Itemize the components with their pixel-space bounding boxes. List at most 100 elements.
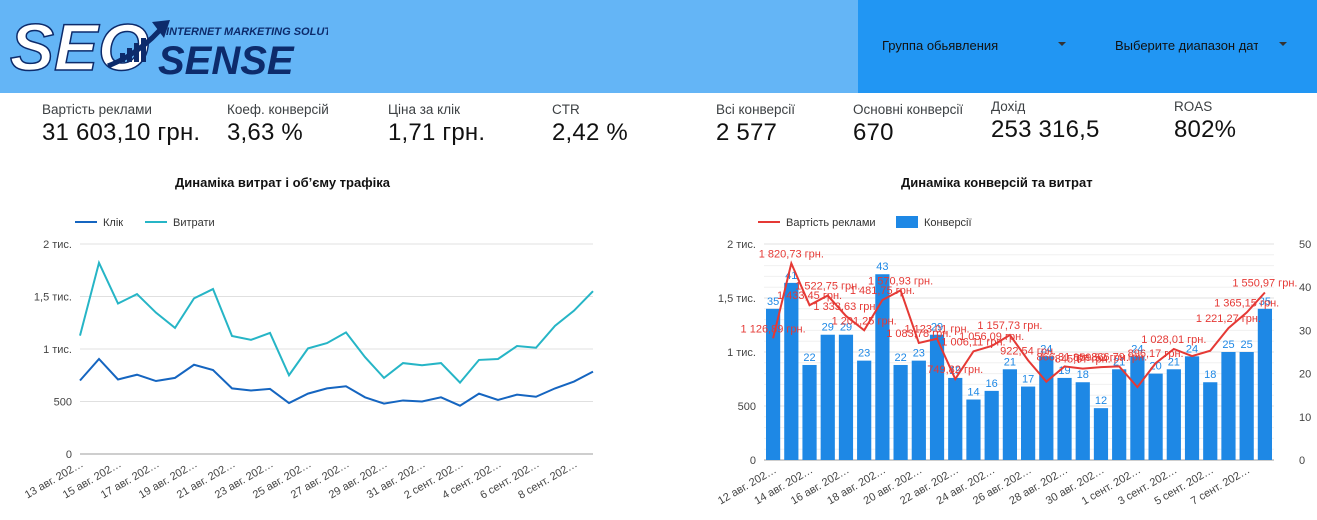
bar-data-label: 22: [894, 352, 906, 364]
kpi-title: Вартість реклами: [42, 102, 152, 117]
line-data-label: 859,52 грн.: [1073, 352, 1129, 364]
bar-data-label: 21: [1168, 356, 1180, 368]
conversion-bar: [1257, 308, 1272, 460]
bar-data-label: 24: [1131, 343, 1143, 355]
line-data-label: 1 365,15 грн.: [1214, 298, 1279, 310]
cost-line: [772, 260, 1266, 389]
kpi-cost-per-click: Ціна за клік 1,71 грн.: [388, 102, 485, 147]
kpi-ad-cost: Вартість реклами 31 603,10 грн.: [42, 102, 200, 147]
line-data-label: 896,17 грн.: [1128, 348, 1184, 360]
bar-data-label: 12: [1095, 395, 1107, 407]
line-data-label: 922,54 грн.: [1000, 345, 1056, 357]
line-data-label: 866,79 грн.: [1091, 351, 1147, 363]
kpi-title: CTR: [552, 102, 580, 117]
kpi-value: 2 577: [716, 119, 778, 146]
kpi-title: Ціна за клік: [388, 102, 460, 117]
bar-data-label: 29: [840, 322, 852, 334]
kpi-all-conversions: Всі конверсії 2 577: [716, 102, 795, 147]
line-data-label: 866,31 грн.: [1037, 351, 1093, 363]
y-left-tick-label: 0: [750, 455, 756, 467]
line-data-label: 1 570,93 грн.: [868, 275, 933, 287]
line-data-label: 1 550,97 грн.: [1232, 277, 1297, 289]
bar-data-label: 18: [1077, 369, 1089, 381]
line-data-label: 1 126,89 грн.: [741, 323, 806, 335]
kpi-conversion-rate: Коеф. конверсій 3,63 %: [227, 102, 329, 147]
bar-data-label: 21: [1113, 356, 1125, 368]
kpi-title: ROAS: [1174, 99, 1213, 114]
y-right-tick-label: 20: [1299, 369, 1311, 381]
series-line-cost: [79, 259, 594, 385]
date-range-filter-label: Выберите диапазон дат: [1115, 38, 1258, 53]
conversion-bar: [948, 377, 963, 460]
chart-title-conversions: Динаміка конверсій та витрат: [901, 175, 1093, 190]
conversion-bar: [911, 360, 926, 460]
chevron-down-icon: [1279, 42, 1287, 46]
line-data-label: 1 333,63 грн.: [813, 301, 878, 313]
chevron-down-icon: [1058, 42, 1066, 46]
bar-data-label: 20: [1149, 361, 1161, 373]
line-data-label: 1 433,45 грн.: [777, 290, 842, 302]
conversion-bar: [820, 334, 835, 460]
legend-label: Конверсії: [924, 217, 972, 229]
y-right-tick-label: 0: [1299, 455, 1305, 467]
bar-data-label: 23: [858, 348, 870, 360]
bar-data-label: 16: [986, 378, 998, 390]
conversion-bar: [802, 364, 817, 460]
kpi-value: 31 603,10 грн.: [42, 119, 201, 146]
conversion-bar: [1112, 369, 1127, 460]
bar-data-label: 25: [1222, 339, 1234, 351]
logo-tagline: INTERNET MARKETING SOLUTIONS: [166, 26, 328, 38]
kpi-revenue: Дохід 253 316,5: [991, 99, 1100, 144]
bar-data-label: 17: [1022, 374, 1034, 386]
kpi-value: 1,71 грн.: [388, 119, 486, 146]
bar-data-label: 22: [803, 352, 815, 364]
series-line-clicks: [79, 357, 594, 407]
conversion-bar: [893, 364, 908, 460]
line-data-label: 1 820,73 грн.: [759, 248, 824, 260]
bar-data-label: 35: [1259, 296, 1271, 308]
logo-seo-text: SEO: [10, 10, 149, 84]
kpi-main-conversions: Основні конверсії 670: [853, 102, 963, 147]
y-tick-label: 1,5 тис.: [34, 292, 72, 304]
seosense-logo: SEO SENSE INTERNET MARKETING SOLUTIONS: [9, 9, 328, 85]
conversion-bar: [1184, 356, 1200, 460]
conversion-bar: [1148, 373, 1163, 460]
kpi-title: Всі конверсії: [716, 102, 796, 117]
kpi-roas: ROAS 802%: [1174, 99, 1236, 144]
kpi-value: 2,42 %: [552, 119, 628, 146]
line-data-label: 1 028,01 грн.: [1141, 334, 1206, 346]
y-right-tick-label: 10: [1299, 412, 1311, 424]
conversion-bar: [966, 399, 981, 460]
kpi-title: Коеф. конверсій: [227, 102, 329, 117]
bar-data-label: 29: [931, 322, 943, 334]
conversion-bar: [1021, 386, 1036, 460]
bar-data-label: 21: [1004, 356, 1016, 368]
legend-label: Витрати: [173, 217, 215, 229]
conversion-bar: [1203, 382, 1218, 460]
chart-title-traffic: Динаміка витрат і об’єму трафіка: [175, 175, 390, 190]
conversion-bar: [1057, 377, 1072, 460]
y-right-tick-label: 50: [1299, 239, 1311, 251]
y-right-tick-label: 40: [1299, 282, 1311, 294]
conversion-bar: [857, 360, 872, 460]
bar-data-label: 14: [967, 387, 979, 399]
conversion-bar: [1039, 356, 1054, 460]
y-tick-label: 1 тис.: [43, 344, 72, 356]
legend-label: Клік: [103, 217, 123, 229]
conversion-bar: [929, 334, 945, 460]
line-data-label: 1 481,75 грн.: [850, 285, 915, 297]
date-range-filter[interactable]: Выберите диапазон дат: [1085, 0, 1317, 93]
conversion-bar: [984, 390, 999, 460]
ad-group-filter[interactable]: Группа обьявления: [858, 0, 1085, 93]
bar-data-label: 35: [767, 296, 779, 308]
conversion-bar: [1239, 352, 1254, 460]
kpi-value: 802%: [1174, 116, 1237, 143]
logo-sense-text: SENSE: [158, 39, 295, 83]
line-data-label: 1 056,09 грн.: [959, 331, 1024, 343]
y-left-tick-label: 1 тис.: [727, 347, 756, 359]
line-data-label: 1 123,01 грн.: [904, 324, 969, 336]
conversion-bar: [784, 282, 799, 460]
y-tick-label: 0: [66, 449, 72, 461]
